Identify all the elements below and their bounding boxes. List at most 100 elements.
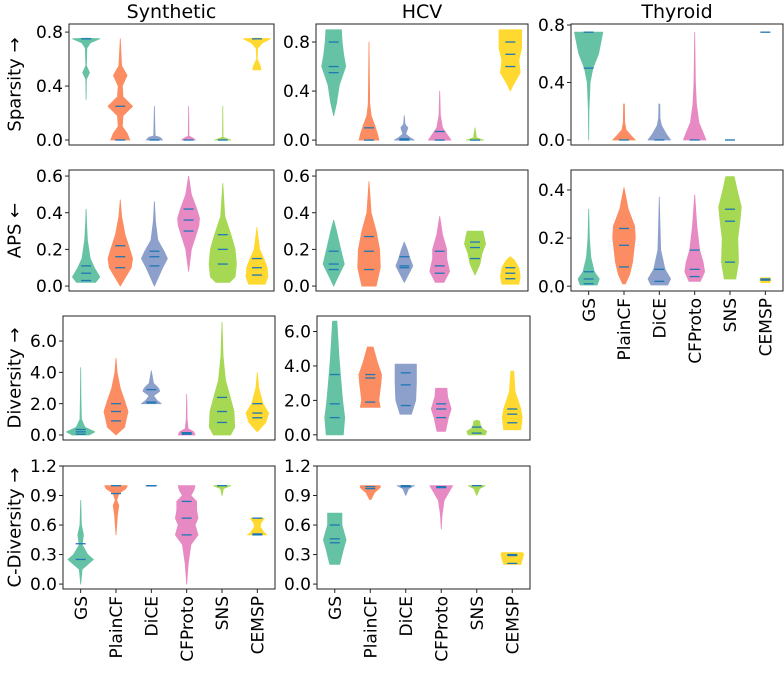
- ytick-label: 0.2: [36, 241, 63, 261]
- ytick-label: 4.0: [284, 357, 311, 377]
- ytick-label: 0.2: [283, 241, 310, 261]
- y-axis-label: C-Diversity →: [4, 468, 25, 588]
- ytick-label: 2.0: [284, 392, 311, 412]
- panel: 0.0 0.3 0.6 0.9 1.2 GS PlainCF DiCE CFProto SNS CE…: [284, 457, 531, 662]
- violin-CEMSP: [498, 29, 522, 92]
- ytick-label: 0.8: [283, 33, 310, 53]
- xtick-label: PlainCF: [107, 596, 127, 659]
- violin-SNS: [213, 485, 231, 496]
- panel-title: Thyroid: [640, 1, 712, 23]
- xtick-label: GS: [580, 298, 600, 322]
- ytick-label: 0.0: [284, 426, 311, 446]
- ytick-label: 0.4: [538, 181, 565, 201]
- violin-CFProto: [429, 215, 451, 283]
- violin-DiCE: [393, 115, 415, 141]
- ytick-label: 0.0: [36, 131, 63, 151]
- xtick-label: GS: [326, 596, 346, 620]
- ytick-label: 2.0: [30, 395, 57, 415]
- violin-GS: [577, 208, 600, 286]
- xtick-label: DiCE: [397, 596, 417, 636]
- violin-GS: [66, 367, 96, 436]
- panel: 0.0 0.2 0.4 0.6 APS ←: [4, 167, 275, 297]
- violin-GS: [322, 219, 345, 287]
- violin-DiCE: [145, 105, 164, 141]
- violin-PlainCF: [612, 103, 636, 141]
- violin-PlainCF: [357, 181, 381, 287]
- ytick-label: 0.4: [283, 82, 310, 102]
- panel: 0.0 0.4 0.8 Synthetic Sparsity →: [4, 1, 275, 151]
- violin-SNS: [467, 485, 486, 496]
- violin-CFProto: [683, 31, 707, 141]
- panel-title: HCV: [402, 1, 443, 23]
- violin-SNS: [214, 105, 232, 141]
- violin-CEMSP: [499, 256, 521, 285]
- violin-CEMSP: [245, 226, 269, 285]
- panel: 0.0 2.0 4.0 6.0: [284, 315, 531, 446]
- ytick-label: 0.0: [284, 575, 311, 595]
- violin-PlainCF: [107, 38, 134, 141]
- y-axis-label: APS ←: [4, 203, 25, 258]
- ytick-label: 0.0: [36, 277, 63, 297]
- ytick-label: 0.4: [36, 77, 63, 97]
- ytick-label: 0.6: [283, 167, 310, 187]
- axes-frame: [316, 465, 531, 590]
- axes-frame: [62, 315, 276, 441]
- xtick-label: SNS: [468, 596, 488, 630]
- ytick-label: 0.0: [538, 131, 565, 151]
- ytick-label: 4.0: [30, 363, 57, 383]
- violin-CFProto: [429, 485, 454, 530]
- xtick-label: SNS: [213, 596, 233, 630]
- ytick-label: 0.4: [283, 204, 310, 224]
- violin-GS: [67, 499, 94, 585]
- violin-CEMSP: [242, 37, 272, 71]
- violin-SNS: [208, 182, 237, 283]
- xtick-label: PlainCF: [615, 298, 635, 361]
- ytick-label: 0.0: [538, 277, 565, 297]
- violin-CFProto: [177, 175, 200, 272]
- xtick-label: DiCE: [142, 596, 162, 636]
- violin-DiCE: [647, 196, 671, 286]
- panel-title: Synthetic: [127, 1, 217, 23]
- violin-DiCE: [140, 370, 162, 405]
- xtick-label: GS: [72, 596, 92, 620]
- violin-CFProto: [430, 387, 452, 432]
- ytick-label: 0.0: [30, 575, 57, 595]
- violin-CFProto: [427, 90, 452, 141]
- panel: 0.0 0.4 0.8 HCV: [283, 1, 529, 151]
- violin-CFProto: [684, 194, 705, 282]
- panel: 0.0 0.2 0.4 0.6: [283, 167, 529, 297]
- ytick-label: 0.2: [538, 229, 565, 249]
- violin-CEMSP: [500, 552, 524, 565]
- axes-frame: [68, 169, 275, 292]
- axes-frame: [570, 23, 784, 146]
- axes-frame: [316, 315, 531, 441]
- ytick-label: 0.9: [30, 487, 57, 507]
- violin-PlainCF: [103, 357, 129, 436]
- xtick-label: CFProto: [686, 298, 706, 364]
- violin-PlainCF: [107, 199, 134, 287]
- violin-SNS: [466, 127, 484, 141]
- axes-frame: [570, 169, 784, 292]
- ytick-label: 0.0: [283, 131, 310, 151]
- xtick-label: SNS: [721, 298, 741, 332]
- y-axis-label: Sparsity →: [4, 37, 25, 131]
- ytick-label: 0.8: [538, 16, 565, 36]
- violin-SNS: [463, 230, 487, 276]
- ytick-label: 0.4: [36, 204, 63, 224]
- violin-SNS: [208, 321, 236, 436]
- violin-CEMSP: [246, 517, 268, 536]
- violin-PlainCF: [358, 346, 383, 408]
- ytick-label: 0.6: [36, 167, 63, 187]
- ytick-label: 6.0: [30, 332, 57, 352]
- xtick-label: CEMSP: [756, 298, 776, 356]
- xtick-label: CEMSP: [503, 596, 523, 654]
- violin-PlainCF: [612, 187, 636, 285]
- violin-CEMSP: [245, 371, 270, 433]
- ytick-label: 0.3: [30, 546, 57, 566]
- ytick-label: 0.9: [284, 487, 311, 507]
- panel: 0.0 0.3 0.6 0.9 1.2 GS PlainCF DiCE CFProto SNS CE…: [4, 457, 276, 662]
- xtick-label: CEMSP: [248, 596, 268, 654]
- violin-DiCE: [395, 241, 414, 283]
- violin-DiCE: [647, 103, 671, 141]
